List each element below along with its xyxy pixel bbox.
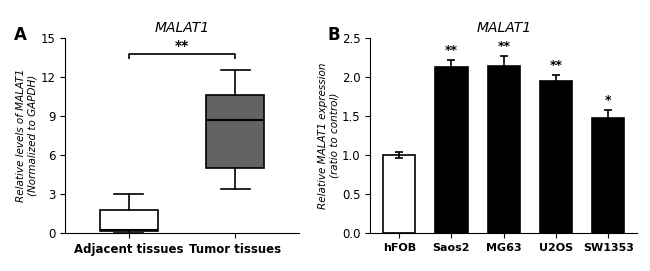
Text: **: ** — [175, 39, 189, 53]
Text: A: A — [14, 26, 27, 44]
Y-axis label: Relative MALAT1 expression
(ratio to control): Relative MALAT1 expression (ratio to con… — [318, 62, 339, 209]
Text: **: ** — [497, 40, 510, 53]
Text: B: B — [328, 26, 341, 44]
Title: MALAT1: MALAT1 — [155, 21, 209, 36]
Bar — [540, 81, 572, 233]
PathPatch shape — [99, 210, 158, 231]
Text: **: ** — [549, 59, 562, 72]
Text: *: * — [605, 93, 612, 107]
PathPatch shape — [206, 95, 265, 168]
Bar — [488, 66, 520, 233]
Title: MALAT1: MALAT1 — [476, 21, 531, 36]
Bar — [592, 118, 625, 233]
Y-axis label: Relative levels of MALAT1
(Normalized to GAPDH): Relative levels of MALAT1 (Normalized to… — [16, 69, 38, 202]
Bar — [436, 67, 468, 233]
Bar — [383, 155, 415, 233]
Text: **: ** — [445, 44, 458, 57]
